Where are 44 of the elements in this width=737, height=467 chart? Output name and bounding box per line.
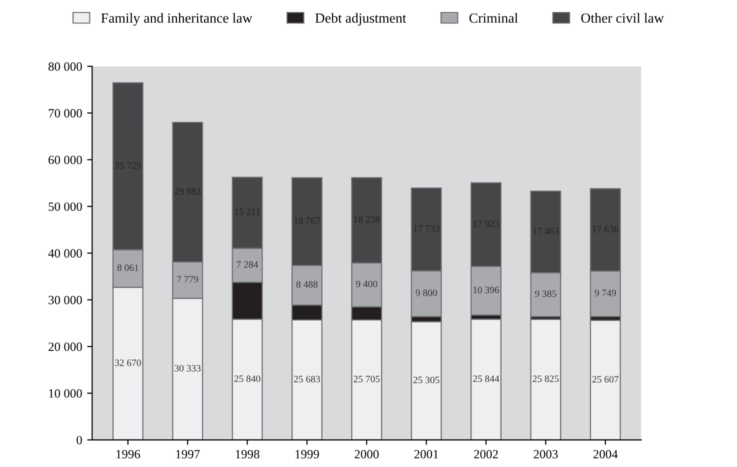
y-tick-label: 30 000 [48,296,82,304]
data-label: 9 800 [416,290,437,296]
bar [530,318,562,440]
data-label: 9 400 [356,280,378,288]
y-tick-label: 60 000 [48,156,82,164]
x-tick-label: 2003 [534,450,558,458]
x-tick-label: 2004 [593,450,618,458]
data-label: 25 825 [532,375,559,382]
x-tick-label: 1999 [296,450,319,458]
data-label: 9 749 [594,290,616,296]
x-tick-label: 2000 [354,450,379,458]
data-label: 25 840 [234,375,260,382]
data-label: 25 607 [592,376,618,383]
data-label: 25 844 [473,375,500,382]
y-tick-label: 70 000 [48,109,82,118]
x-tick-label: 1997 [176,450,200,458]
data-label: 25 683 [294,376,320,382]
legend-label: Criminal [469,13,518,23]
bar [410,321,442,440]
y-tick-label: 20 000 [48,342,82,351]
bar [590,320,621,440]
bar [470,318,502,440]
y-tick-label: 10 000 [49,389,82,398]
data-label: 32 670 [115,360,141,366]
data-label: 30 333 [174,364,201,372]
y-tick-label: 40 000 [48,249,82,258]
y-tick-label: 50 000 [48,202,82,211]
data-label: 8 488 [296,281,318,288]
x-tick-label: 1998 [236,450,260,458]
data-label: 25 705 [354,376,380,382]
legend-label: Debt adjustment [315,13,406,26]
data-label: 25 305 [413,376,440,384]
data-label: 10 396 [474,286,500,294]
y-tick-label: 80 000 [48,62,82,71]
x-tick-label: 2002 [474,450,498,458]
data-label: 7 284 [237,261,258,268]
data-label: 9 385 [535,290,556,298]
data-label: 7 779 [177,276,198,283]
data-label: 8 061 [117,264,138,271]
y-tick-label: 0 [76,436,82,444]
legend-label: Family and inheritance law [101,13,252,26]
x-tick-label: 1996 [116,450,140,458]
x-tick-label: 2001 [414,450,438,458]
legend-label: Other civil law [581,13,664,23]
